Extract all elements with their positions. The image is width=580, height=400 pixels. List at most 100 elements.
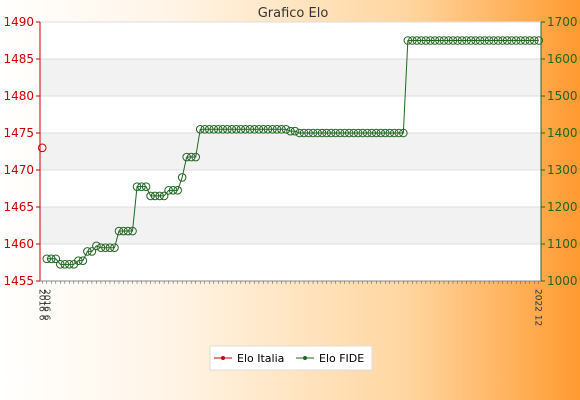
- data-point[interactable]: [186, 152, 196, 162]
- data-point[interactable]: [317, 128, 327, 138]
- data-point[interactable]: [362, 128, 372, 138]
- data-point[interactable]: [137, 182, 146, 191]
- data-point[interactable]: [123, 226, 133, 236]
- data-point[interactable]: [236, 125, 246, 134]
- legend-item-elo-fide[interactable]: Elo FIDE: [296, 352, 364, 365]
- data-point[interactable]: [56, 260, 65, 269]
- data-point[interactable]: [353, 128, 363, 138]
- data-point[interactable]: [132, 182, 142, 191]
- data-point[interactable]: [87, 247, 97, 256]
- data-point[interactable]: [511, 36, 521, 45]
- data-point[interactable]: [200, 125, 210, 134]
- data-point[interactable]: [209, 125, 219, 134]
- data-point[interactable]: [507, 36, 516, 45]
- data-point[interactable]: [489, 36, 498, 45]
- data-point[interactable]: [46, 254, 56, 264]
- data-point[interactable]: [128, 226, 137, 236]
- data-point[interactable]: [119, 226, 128, 236]
- data-point[interactable]: [295, 128, 304, 138]
- data-point[interactable]: [114, 226, 124, 236]
- data-point[interactable]: [159, 191, 169, 201]
- data-point[interactable]: [286, 126, 295, 136]
- data-point[interactable]: [376, 128, 386, 138]
- data-point[interactable]: [263, 125, 273, 134]
- data-point[interactable]: [344, 128, 354, 138]
- data-point[interactable]: [390, 128, 399, 138]
- data-point[interactable]: [484, 36, 494, 45]
- data-point[interactable]: [403, 36, 413, 45]
- data-point[interactable]: [453, 36, 462, 45]
- data-point[interactable]: [326, 128, 336, 138]
- data-point[interactable]: [146, 191, 155, 201]
- data-point[interactable]: [155, 191, 164, 201]
- data-point[interactable]: [281, 125, 291, 134]
- data-point[interactable]: [83, 247, 92, 256]
- data-point[interactable]: [37, 143, 47, 153]
- data-point[interactable]: [358, 128, 368, 138]
- legend-item-elo-italia[interactable]: Elo Italia: [214, 352, 284, 365]
- data-point[interactable]: [150, 191, 160, 201]
- data-point[interactable]: [412, 36, 422, 45]
- data-point[interactable]: [92, 241, 101, 251]
- data-point[interactable]: [277, 125, 286, 134]
- data-point[interactable]: [380, 128, 390, 138]
- data-point[interactable]: [394, 128, 404, 138]
- data-point[interactable]: [227, 125, 237, 134]
- data-point[interactable]: [335, 128, 345, 138]
- data-point[interactable]: [191, 152, 201, 162]
- data-point[interactable]: [399, 128, 408, 138]
- data-point[interactable]: [502, 36, 512, 45]
- data-point[interactable]: [272, 125, 282, 134]
- data-point[interactable]: [448, 36, 458, 45]
- data-point[interactable]: [520, 36, 530, 45]
- data-point[interactable]: [241, 125, 250, 134]
- data-point[interactable]: [96, 243, 106, 252]
- data-point[interactable]: [110, 243, 119, 252]
- data-point[interactable]: [444, 36, 453, 45]
- data-point[interactable]: [322, 128, 331, 138]
- data-point[interactable]: [141, 182, 151, 191]
- data-point[interactable]: [493, 36, 503, 45]
- data-point[interactable]: [421, 36, 431, 45]
- data-point[interactable]: [439, 36, 449, 45]
- data-point[interactable]: [534, 36, 544, 45]
- data-point[interactable]: [51, 254, 61, 264]
- data-point[interactable]: [349, 128, 358, 138]
- data-point[interactable]: [290, 126, 300, 136]
- data-point[interactable]: [498, 36, 507, 45]
- data-point[interactable]: [525, 36, 535, 45]
- data-point[interactable]: [213, 125, 223, 134]
- data-point[interactable]: [254, 125, 264, 134]
- data-point[interactable]: [164, 186, 173, 195]
- data-point[interactable]: [417, 36, 426, 45]
- data-point[interactable]: [529, 36, 539, 45]
- data-point[interactable]: [426, 36, 435, 45]
- data-point[interactable]: [475, 36, 485, 45]
- data-point[interactable]: [245, 125, 255, 134]
- data-point[interactable]: [74, 256, 83, 265]
- data-point[interactable]: [60, 260, 70, 269]
- data-point[interactable]: [42, 254, 52, 264]
- data-point[interactable]: [331, 128, 340, 138]
- data-point[interactable]: [516, 36, 525, 45]
- data-point[interactable]: [250, 125, 259, 134]
- data-point[interactable]: [232, 125, 241, 134]
- data-point[interactable]: [223, 125, 232, 134]
- data-point[interactable]: [65, 260, 74, 269]
- data-point[interactable]: [367, 128, 377, 138]
- data-point[interactable]: [408, 36, 417, 45]
- data-point[interactable]: [462, 36, 471, 45]
- data-point[interactable]: [218, 125, 228, 134]
- data-point[interactable]: [168, 186, 178, 195]
- data-point[interactable]: [430, 36, 440, 45]
- data-point[interactable]: [308, 128, 318, 138]
- data-point[interactable]: [182, 152, 191, 162]
- data-point[interactable]: [466, 36, 476, 45]
- data-point[interactable]: [371, 128, 381, 138]
- data-point[interactable]: [177, 173, 187, 182]
- data-point[interactable]: [173, 186, 182, 195]
- data-point[interactable]: [268, 125, 277, 134]
- data-point[interactable]: [340, 128, 349, 138]
- data-point[interactable]: [480, 36, 489, 45]
- data-point[interactable]: [313, 128, 322, 138]
